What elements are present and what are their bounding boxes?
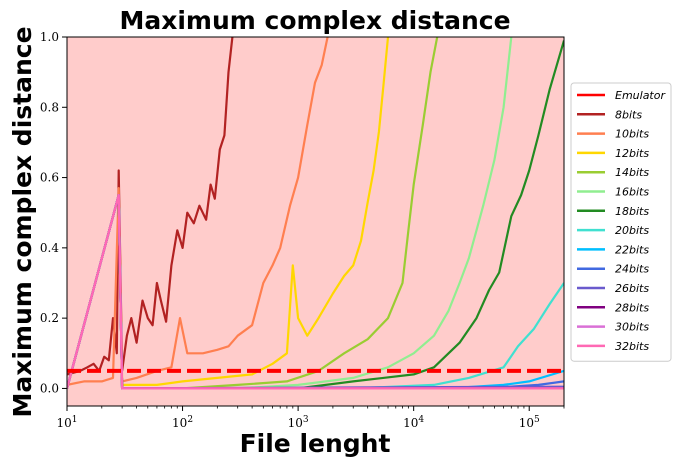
y-tick-label: 0.2 <box>40 311 59 325</box>
y-axis-label: Maximum complex distance <box>8 26 37 417</box>
legend-entry: 20bits <box>615 224 649 237</box>
chart-title: Maximum complex distance <box>119 6 510 35</box>
series-line-8bits <box>67 37 234 376</box>
y-tick-label: 0.4 <box>40 241 59 255</box>
legend-entry: 8bits <box>615 108 642 121</box>
legend-entry: 24bits <box>615 263 649 276</box>
legend-entry: 28bits <box>615 301 649 314</box>
x-axis-label: File lenght <box>240 429 391 458</box>
y-axis-ticks: 0.0 0.2 0.4 0.6 0.8 1.0 <box>40 30 67 395</box>
y-tick-label: 0.0 <box>40 381 59 395</box>
legend-entry: 26bits <box>615 282 649 295</box>
legend-entry: Emulator <box>615 89 666 102</box>
legend-entry: 18bits <box>615 205 649 218</box>
x-tick-label: 105 <box>519 415 540 430</box>
legend-box <box>570 82 672 362</box>
legend-entry: 22bits <box>615 243 649 256</box>
series-layer <box>67 37 564 390</box>
x-tick-label: 103 <box>288 415 309 430</box>
x-tick-label: 104 <box>403 415 424 430</box>
y-tick-label: 1.0 <box>40 30 59 44</box>
legend: Emulator 8bits 10bits 12bits 14bits 16bits 18b… <box>570 82 672 362</box>
y-tick-label: 0.6 <box>40 171 59 185</box>
x-axis-ticks: 101 102 103 104 105 <box>56 406 565 430</box>
x-tick-label: 102 <box>172 415 193 430</box>
series-line-32bits <box>67 194 564 390</box>
legend-entry: 12bits <box>615 147 649 160</box>
plot-frame <box>66 36 565 407</box>
legend-entry: 16bits <box>615 186 649 199</box>
legend-entry: 10bits <box>615 128 649 141</box>
legend-entry: 14bits <box>615 166 649 179</box>
legend-entry: 30bits <box>615 321 649 334</box>
x-tick-label: 101 <box>56 415 77 430</box>
series-line-10bits <box>67 37 329 386</box>
plot-background <box>67 37 564 406</box>
series-line-12bits <box>67 37 390 389</box>
y-tick-label: 0.8 <box>40 100 59 114</box>
legend-entry: 32bits <box>615 340 649 353</box>
